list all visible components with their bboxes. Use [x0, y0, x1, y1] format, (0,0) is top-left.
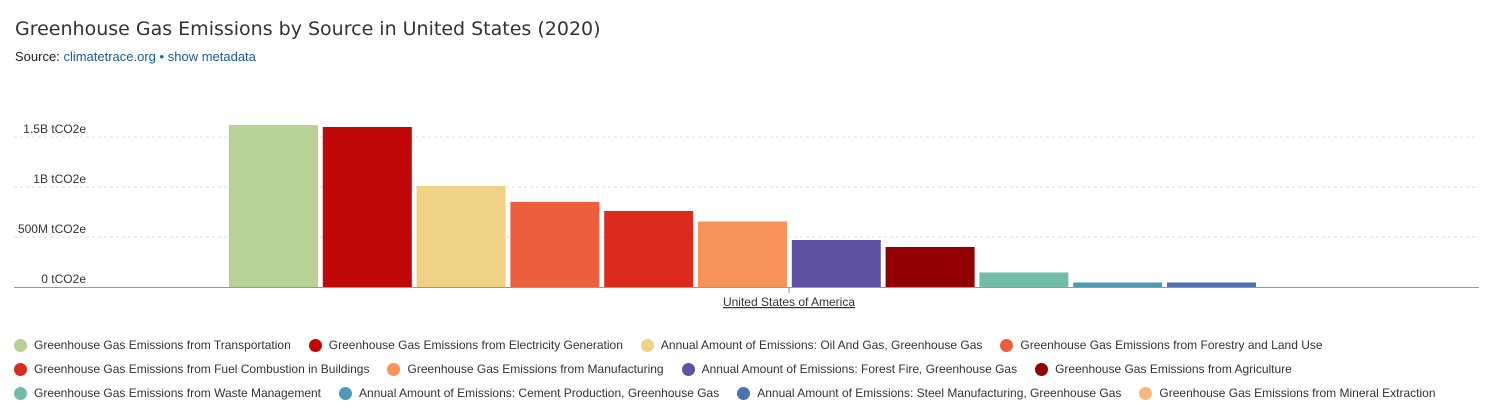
- bar-annual-amount-of-emissions-cement-production-greenhouse-gas[interactable]: [1073, 282, 1163, 288]
- bar-annual-amount-of-emissions-forest-fire-greenhouse-gas[interactable]: [791, 240, 881, 287]
- legend-swatch: [308, 338, 322, 352]
- bar-greenhouse-gas-emissions-from-transportation[interactable]: [229, 125, 318, 287]
- bar-greenhouse-gas-emissions-from-forestry-and-land-use[interactable]: [510, 202, 600, 287]
- legend-item[interactable]: Greenhouse Gas Emissions from Agricultur…: [1035, 360, 1292, 378]
- source-link[interactable]: climatetrace.org: [63, 49, 156, 64]
- bar-greenhouse-gas-emissions-from-agriculture[interactable]: [885, 247, 975, 287]
- legend-label: Annual Amount of Emissions: Forest Fire,…: [701, 362, 1018, 376]
- source-prefix: Source:: [15, 49, 60, 64]
- y-tick-label: 0 tCO2e: [41, 272, 86, 286]
- legend-item[interactable]: Annual Amount of Emissions: Forest Fire,…: [681, 360, 1018, 378]
- legend-label: Annual Amount of Emissions: Cement Produ…: [359, 386, 720, 400]
- x-category-label[interactable]: United States of America: [723, 295, 855, 309]
- chart-title: Greenhouse Gas Emissions by Source in Un…: [15, 18, 601, 40]
- legend-label: Greenhouse Gas Emissions from Electricit…: [328, 338, 623, 352]
- chart-legend: Greenhouse Gas Emissions from Transporta…: [14, 336, 1484, 402]
- legend-item[interactable]: Greenhouse Gas Emissions from Transporta…: [14, 336, 291, 354]
- y-tick-label: 1B tCO2e: [33, 172, 86, 186]
- legend-item[interactable]: Greenhouse Gas Emissions from Manufactur…: [387, 360, 664, 378]
- legend-item[interactable]: Annual Amount of Emissions: Steel Manufa…: [737, 384, 1121, 402]
- legend-swatch: [1000, 338, 1014, 352]
- legend-swatch: [339, 386, 353, 400]
- legend-label: Greenhouse Gas Emissions from Fuel Combu…: [34, 362, 370, 376]
- legend-label: Greenhouse Gas Emissions from Transporta…: [34, 338, 291, 352]
- legend-swatch: [640, 338, 654, 352]
- bar-greenhouse-gas-emissions-from-electricity-generation[interactable]: [322, 127, 412, 287]
- bar-greenhouse-gas-emissions-from-fuel-combustion-in-buildings[interactable]: [604, 211, 694, 287]
- legend-label: Greenhouse Gas Emissions from Agricultur…: [1055, 362, 1292, 376]
- legend-swatch: [14, 386, 27, 400]
- legend-item[interactable]: Greenhouse Gas Emissions from Waste Mana…: [14, 384, 321, 402]
- legend-item[interactable]: Greenhouse Gas Emissions from Electricit…: [308, 336, 623, 354]
- y-tick-label: 500M tCO2e: [18, 222, 86, 236]
- bar-greenhouse-gas-emissions-from-manufacturing[interactable]: [698, 221, 787, 288]
- legend-swatch: [1035, 362, 1049, 376]
- legend-label: Greenhouse Gas Emissions from Waste Mana…: [34, 386, 322, 400]
- legend-swatch: [387, 362, 401, 376]
- bar-greenhouse-gas-emissions-from-waste-management[interactable]: [979, 272, 1069, 288]
- source-separator: •: [159, 49, 165, 64]
- legend-item[interactable]: Greenhouse Gas Emissions from Mineral Ex…: [1139, 384, 1436, 402]
- source-line: Source: climatetrace.org • show metadata: [15, 49, 256, 64]
- bar-chart: 0 tCO2e 500M tCO2e 1B tCO2e 1.5B tCO2e Unite…: [14, 122, 1479, 309]
- show-metadata-link[interactable]: show metadata: [167, 49, 256, 64]
- legend-label: Greenhouse Gas Emissions from Manufactur…: [407, 362, 664, 376]
- legend-swatch: [14, 362, 27, 376]
- legend-item[interactable]: Annual Amount of Emissions: Oil And Gas,…: [640, 336, 983, 354]
- legend-item[interactable]: Greenhouse Gas Emissions from Forestry a…: [1000, 336, 1323, 354]
- legend-item[interactable]: Annual Amount of Emissions: Cement Produ…: [339, 384, 719, 402]
- legend-label: Annual Amount of Emissions: Oil And Gas,…: [660, 338, 983, 352]
- legend-swatch: [681, 362, 695, 376]
- bar-annual-amount-of-emissions-oil-and-gas-greenhouse-gas[interactable]: [416, 186, 506, 287]
- legend-swatch: [737, 386, 751, 400]
- legend-item[interactable]: Greenhouse Gas Emissions from Fuel Combu…: [14, 360, 369, 378]
- legend-label: Greenhouse Gas Emissions from Mineral Ex…: [1159, 386, 1436, 400]
- legend-swatch: [14, 338, 27, 352]
- y-tick-label: 1.5B tCO2e: [23, 122, 86, 136]
- legend-swatch: [1139, 386, 1153, 400]
- bar-annual-amount-of-emissions-steel-manufacturing-greenhouse-gas[interactable]: [1167, 282, 1256, 288]
- legend-label: Greenhouse Gas Emissions from Forestry a…: [1020, 338, 1323, 352]
- legend-label: Annual Amount of Emissions: Steel Manufa…: [757, 386, 1122, 400]
